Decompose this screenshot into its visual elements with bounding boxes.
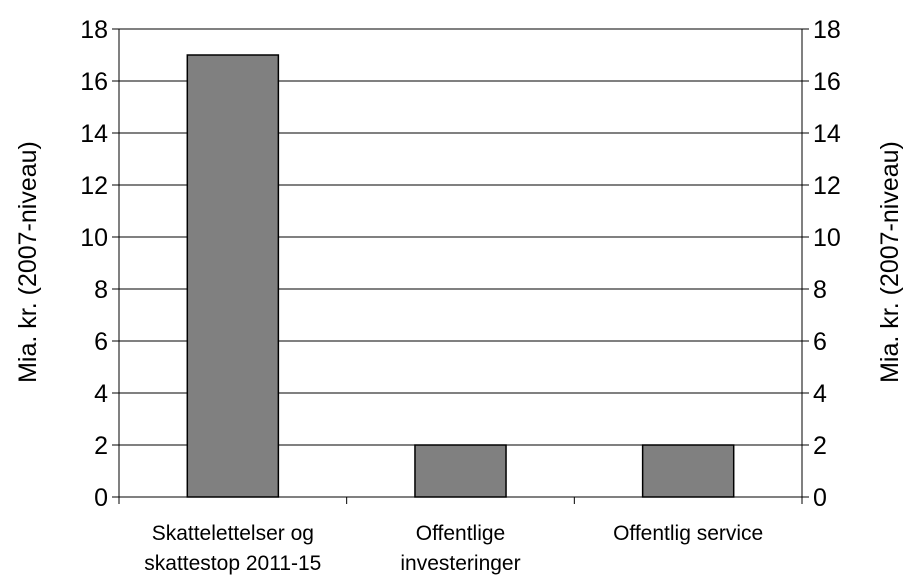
- y-tick-label-left: 4: [94, 380, 108, 408]
- x-category-label: Offentlige investeringer: [400, 522, 520, 575]
- bar: [414, 444, 507, 498]
- bar: [641, 444, 735, 498]
- x-category-labels: Skattelettelser og skattestop 2011-15 Offe…: [144, 522, 763, 575]
- x-category-label: Skattelettelser og skattestop 2011-15: [144, 522, 321, 575]
- x-category-label-line: Offentlige: [416, 522, 506, 545]
- y-tick-label-left: 18: [80, 16, 108, 44]
- y-tick-label-left: 2: [94, 432, 108, 460]
- left-y-tick-labels: 0 2 4 6 8 10 12 14 16 18: [80, 16, 108, 512]
- y-tick-label-left: 0: [94, 484, 108, 512]
- y-tick-label-right: 14: [813, 120, 841, 148]
- y-tick-label-right: 6: [813, 328, 827, 356]
- y-tick-label-left: 14: [80, 120, 108, 148]
- y-axis-label-left: Mia. kr. (2007-niveau): [14, 141, 42, 383]
- x-category-label-line: Offentlig service: [613, 522, 763, 545]
- bar: [186, 54, 280, 498]
- y-tick-label-right: 2: [813, 432, 827, 460]
- bars: [186, 54, 735, 498]
- y-tick-label-right: 10: [813, 224, 841, 252]
- y-tick-label-right: 8: [813, 276, 827, 304]
- x-category-label-line: Skattelettelser og: [152, 522, 314, 545]
- y-tick-label-right: 12: [813, 172, 841, 200]
- y-tick-label-left: 16: [80, 68, 108, 96]
- x-category-label: Offentlig service: [613, 522, 763, 545]
- y-tick-label-left: 10: [80, 224, 108, 252]
- right-y-tick-labels: 0 2 4 6 8 10 12 14 16 18: [813, 16, 841, 512]
- x-category-label-line: skattestop 2011-15: [144, 552, 321, 575]
- y-tick-label-right: 18: [813, 16, 841, 44]
- y-tick-label-right: 16: [813, 68, 841, 96]
- y-tick-label-right: 0: [813, 484, 827, 512]
- y-tick-label-left: 8: [94, 276, 108, 304]
- x-category-label-line: investeringer: [400, 552, 520, 575]
- y-tick-label-left: 6: [94, 328, 108, 356]
- y-axis-label-right: Mia. kr. (2007-niveau): [876, 141, 904, 383]
- y-tick-label-right: 4: [813, 380, 827, 408]
- y-tick-label-left: 12: [80, 172, 108, 200]
- axes: [112, 28, 809, 504]
